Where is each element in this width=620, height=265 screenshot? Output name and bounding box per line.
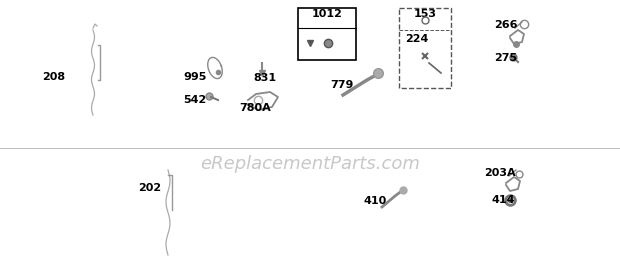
Text: 995: 995 [183,72,206,82]
Bar [298,8,356,60]
Text: 266: 266 [494,20,518,30]
Text: 410: 410 [363,196,386,206]
Text: 831: 831 [253,73,276,83]
Text: 153: 153 [414,9,436,19]
Bar [399,8,451,88]
Text: 203A: 203A [484,168,516,178]
Text: 224: 224 [405,34,428,44]
Text: 275: 275 [494,53,517,63]
Text: 542: 542 [183,95,206,105]
Text: 202: 202 [138,183,161,193]
Text: 208: 208 [42,72,65,82]
Text: 779: 779 [330,80,353,90]
Text: 414: 414 [491,195,515,205]
Text: 1012: 1012 [312,9,342,19]
Text: eReplacementParts.com: eReplacementParts.com [200,155,420,173]
Text: 780A: 780A [239,103,271,113]
